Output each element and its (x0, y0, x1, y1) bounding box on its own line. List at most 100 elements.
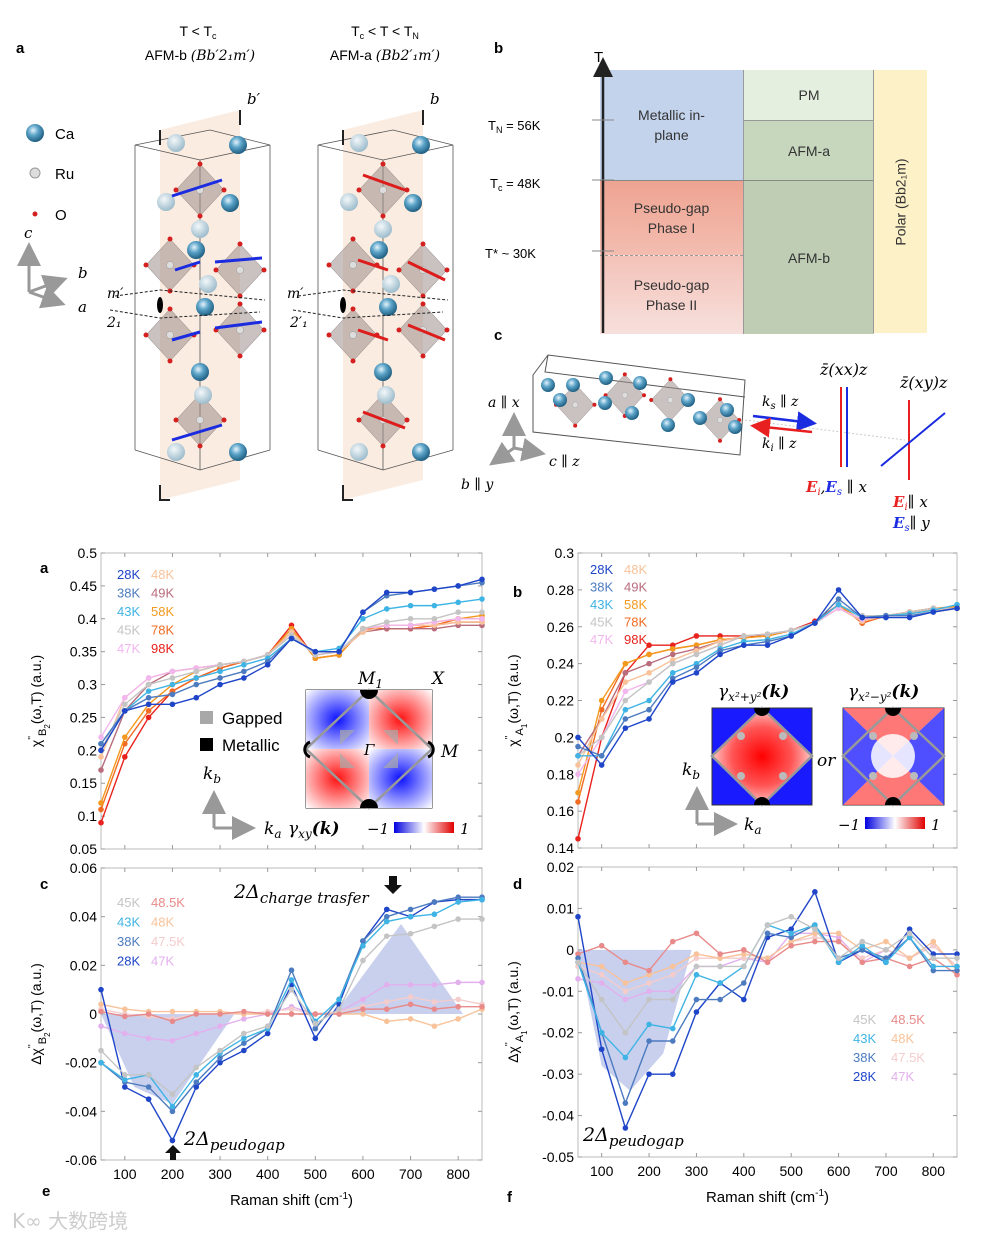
data-point (622, 706, 629, 713)
data-point (835, 955, 842, 961)
data-point (598, 942, 605, 949)
o-atom-icon (32, 211, 38, 217)
data-point (764, 922, 771, 928)
k-sub: i (770, 443, 773, 454)
charge-transfer-gap-label: 2Δcharge trasfer (233, 881, 370, 907)
data-point (930, 967, 937, 974)
k-axes-icon (202, 790, 256, 840)
data-point (288, 1011, 295, 1017)
data-point (883, 955, 889, 961)
axis-b-label: b (78, 264, 88, 282)
y-tick-label: -0.04 (542, 1108, 574, 1124)
legend-ca: Ca (55, 126, 75, 143)
region-pg2-label: Pseudo-gap Phase II (633, 277, 710, 313)
data-point (431, 982, 438, 988)
data-point (217, 1011, 223, 1017)
y-label-sub: A (514, 727, 526, 735)
data-point (812, 889, 818, 895)
y-axis-label: χ''B2(ω,T) (a.u.) (27, 655, 52, 747)
es-sub: s (837, 487, 842, 498)
crystal-axes-icon (17, 242, 68, 309)
data-point (431, 602, 438, 609)
data-point (646, 1038, 652, 1044)
xx-geometry-label: z̄(xx)z (819, 360, 868, 379)
region-polar: Polar (Bb2₁m) (873, 70, 927, 333)
legend-entry: 78K (151, 623, 174, 638)
data-point (669, 660, 676, 667)
data-point (646, 1071, 652, 1077)
gamma-sub: x²−y² (858, 690, 891, 704)
data-point (122, 1030, 128, 1037)
data-point (360, 1006, 366, 1012)
data-point (264, 662, 271, 668)
temperature-axis-label: T (594, 49, 603, 66)
data-point (646, 679, 652, 685)
colorbar (394, 822, 454, 833)
data-point (575, 753, 581, 759)
y-tick-label: -0.01 (542, 983, 574, 999)
data-point (693, 1009, 700, 1015)
x-tick-label: 300 (208, 1166, 232, 1182)
data-point (455, 609, 461, 615)
data-point (598, 762, 605, 768)
data-point (169, 701, 176, 708)
inset-b2-form-factor: M1 X Γ M Gapped Metallic kb ka γxy(k) −1… (200, 669, 470, 841)
data-point (669, 996, 676, 1003)
y-tick-label: 0.02 (547, 859, 574, 875)
xy-geometry-label: z̄(xy)z (899, 373, 948, 392)
y-label-chi: χ (505, 739, 521, 747)
legend-entry: 48K (151, 915, 174, 930)
data-point (598, 697, 605, 704)
data-point (312, 648, 319, 655)
data-point (479, 596, 485, 602)
legend-entry: 48K (624, 562, 647, 577)
data-point (241, 668, 247, 675)
data-point (336, 1011, 342, 1017)
data-point (930, 938, 937, 945)
data-point (622, 725, 629, 731)
data-point (622, 1125, 629, 1131)
panel-letter-d: d (513, 876, 522, 893)
legend-entry: 58K (151, 604, 174, 619)
data-point (169, 1091, 176, 1098)
legend-entry: 98K (624, 632, 647, 647)
panel-letter-a: a (40, 560, 49, 577)
data-point (336, 648, 342, 655)
data-point (479, 1003, 485, 1010)
k: k (762, 436, 770, 452)
data-point (717, 951, 723, 957)
pseudogap-label-d: 2Δpeudogap (582, 1124, 684, 1150)
legend-entry: 49K (151, 586, 174, 601)
data-point (122, 1084, 128, 1090)
y-axis-label: Δχ''B2(ω,T) (a.u.) (27, 963, 52, 1065)
gamma-point-label: Γ (363, 741, 375, 759)
t-val: = 48K (502, 176, 540, 191)
data-point (169, 1137, 176, 1144)
y-tick-label: 0.22 (547, 693, 574, 709)
legend-gapped: Gapped (222, 709, 283, 728)
k: k (762, 394, 770, 410)
y-label-prime: '' (27, 736, 38, 740)
data-point (646, 996, 652, 1003)
data-point (906, 614, 913, 621)
data-point (407, 589, 414, 596)
data-point (717, 963, 723, 970)
y-tick-label: 0.26 (547, 619, 574, 635)
legend-entry: 28K (853, 1069, 876, 1084)
k-sub: a (274, 827, 281, 841)
k-tail: ∥ z (774, 436, 797, 452)
data-point (217, 668, 223, 675)
data-point (693, 996, 700, 1003)
data-point (883, 959, 889, 966)
gapped-swatch (200, 711, 213, 724)
data-point (217, 681, 223, 688)
data-point (431, 1023, 438, 1029)
data-point (122, 701, 128, 708)
data-point (622, 959, 629, 966)
data-point (383, 982, 390, 988)
legend-entry: 58K (624, 597, 647, 612)
t-val: ~ 30K (498, 246, 536, 261)
data-point (169, 691, 176, 698)
legend-metallic: Metallic (222, 736, 280, 755)
data-point (122, 694, 128, 701)
